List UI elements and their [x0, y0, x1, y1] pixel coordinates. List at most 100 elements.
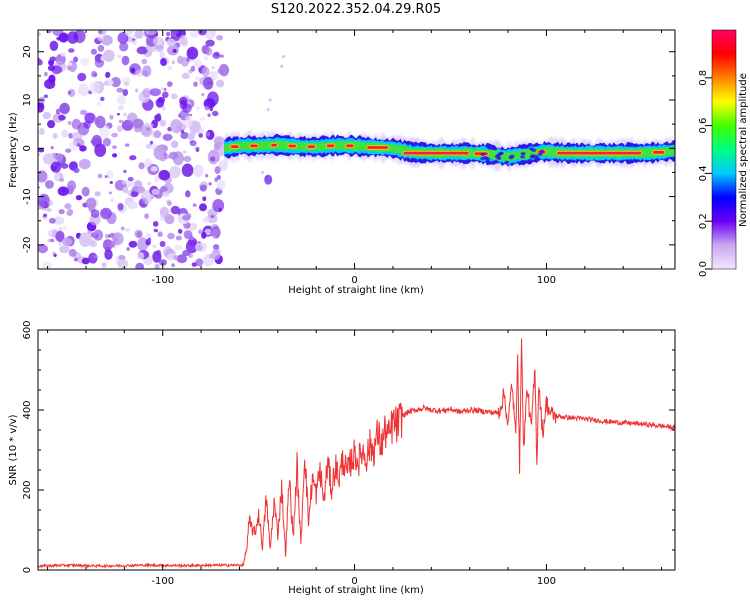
ridge-tail	[264, 174, 273, 185]
ridge-core-red	[346, 144, 354, 148]
noise-blob	[198, 133, 203, 138]
noise-blob	[166, 31, 171, 37]
noise-blob	[182, 214, 191, 221]
colorbar-tick-label: 0.2	[698, 213, 709, 229]
noise-blob	[172, 49, 177, 53]
noise-blob	[183, 230, 193, 239]
noise-blob	[160, 58, 167, 66]
noise-blob	[202, 196, 207, 202]
noise-blob	[193, 164, 204, 178]
noise-blob	[128, 240, 138, 248]
noise-blob	[51, 65, 63, 75]
noise-blob	[185, 239, 198, 254]
noise-blob	[62, 225, 67, 231]
noise-blob	[193, 126, 204, 135]
noise-blob	[109, 241, 116, 248]
noise-blob	[68, 90, 72, 95]
noise-blob	[204, 30, 216, 40]
noise-blob	[154, 263, 160, 269]
noise-blob	[67, 120, 72, 126]
noise-blob	[118, 119, 124, 124]
noise-blob	[199, 117, 206, 121]
noise-blob	[67, 31, 79, 44]
noise-blob	[195, 76, 200, 81]
noise-blob	[166, 253, 176, 261]
noise-blob	[166, 38, 176, 47]
noise-blob	[44, 180, 54, 189]
ridge-band-green	[224, 140, 675, 162]
noise-blob	[117, 125, 123, 132]
snr-frame	[37, 329, 676, 571]
noise-blob	[180, 131, 189, 140]
ridge-wiggle	[523, 145, 529, 149]
noise-blob	[170, 30, 179, 35]
noise-blob	[47, 120, 56, 129]
noise-blob	[119, 41, 129, 52]
noise-blob	[124, 143, 130, 147]
noise-blob	[48, 217, 56, 224]
ridge-wiggle	[509, 154, 515, 158]
noise-blob	[179, 34, 188, 46]
noise-blob	[109, 114, 114, 120]
noise-blob	[181, 72, 190, 80]
noise-blob	[89, 80, 101, 95]
noise-blob	[216, 179, 226, 191]
noise-blob	[187, 48, 193, 55]
noise-blob	[91, 134, 103, 147]
noise-blob	[218, 160, 228, 171]
noise-blob	[38, 32, 42, 37]
ridge-wiggle	[520, 152, 526, 156]
noise-blob	[106, 170, 114, 179]
noise-blob	[117, 203, 124, 211]
noise-blob	[83, 121, 91, 129]
noise-blob	[216, 35, 224, 41]
noise-blob	[127, 176, 134, 182]
noise-blob	[167, 232, 175, 240]
noise-blob	[147, 237, 152, 242]
noise-blob	[159, 119, 167, 127]
noise-blob	[214, 166, 221, 175]
noise-blob	[196, 106, 200, 111]
snr-series-line	[38, 338, 675, 569]
noise-blob	[211, 110, 219, 117]
noise-blob	[174, 244, 183, 251]
noise-blob	[38, 170, 48, 183]
noise-blob	[112, 232, 124, 246]
noise-blob	[58, 209, 65, 215]
noise-blob	[97, 44, 105, 52]
noise-blob	[71, 132, 83, 141]
noise-blob	[268, 98, 272, 102]
noise-blob	[152, 36, 163, 46]
colorbar-tick-label: 0.6	[698, 118, 709, 134]
noise-blob	[169, 165, 181, 179]
noise-blob	[161, 105, 166, 111]
noise-blob	[172, 151, 184, 166]
ridge-core-red	[403, 151, 469, 155]
noise-blob	[190, 65, 196, 72]
noise-blob	[193, 81, 198, 87]
noise-blob	[171, 263, 176, 268]
noise-blob	[206, 214, 218, 224]
noise-blob	[38, 193, 50, 208]
noise-blob	[204, 106, 210, 111]
noise-blob	[149, 88, 161, 97]
noise-blob	[212, 52, 221, 59]
noise-blob	[157, 96, 166, 103]
noise-blob	[101, 262, 107, 268]
spectrogram-x-tick-label: 100	[537, 275, 556, 286]
noise-blob	[217, 68, 224, 74]
noise-blob	[186, 57, 191, 62]
noise-blob	[122, 88, 129, 97]
noise-blob	[153, 228, 158, 233]
noise-blob	[58, 241, 62, 247]
colorbar: 0.0 0.2 0.4 0.6 0.8 Normalized spectral ampl…	[698, 29, 749, 277]
snr-y-tick-label: 0	[22, 567, 33, 573]
noise-blob	[58, 227, 63, 232]
noise-blob	[201, 92, 205, 97]
noise-blob	[205, 39, 215, 47]
noise-blob	[61, 129, 69, 138]
noise-blob	[130, 191, 139, 198]
noise-blob	[219, 54, 224, 58]
noise-blob	[189, 140, 197, 147]
noise-blob	[122, 186, 129, 194]
